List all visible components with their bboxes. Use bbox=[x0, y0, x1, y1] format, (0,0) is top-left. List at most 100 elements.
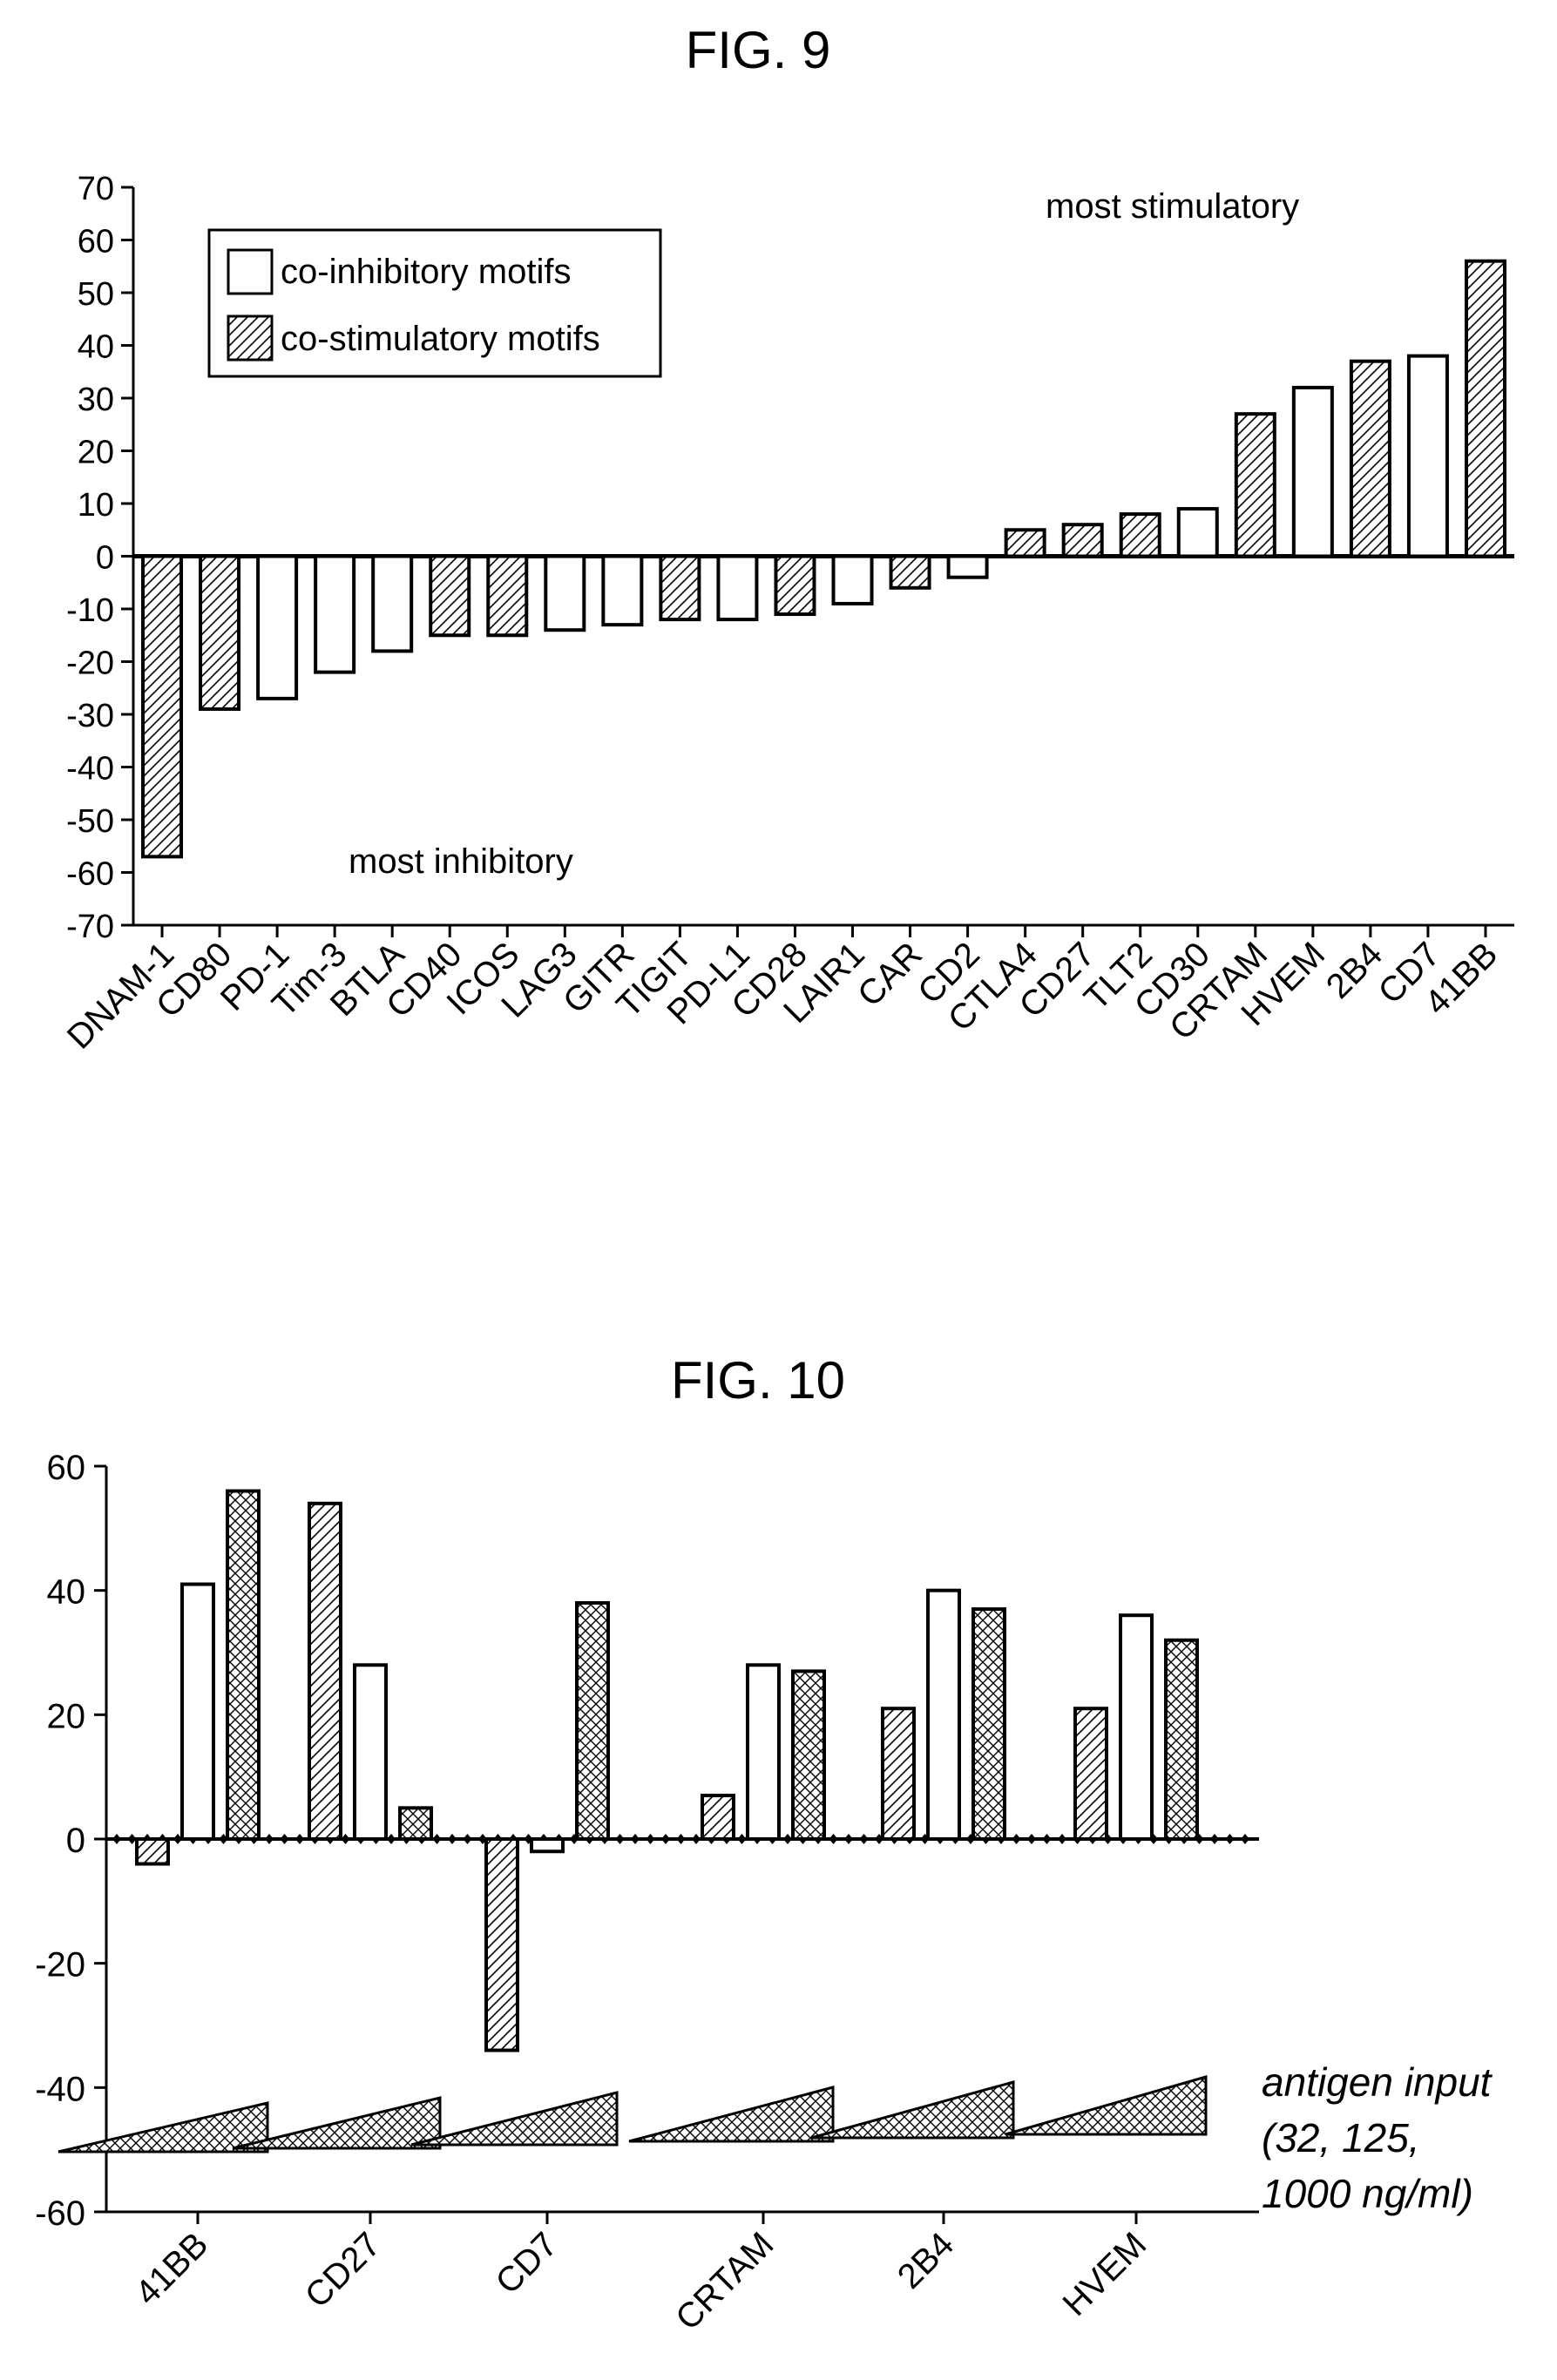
fig10-antigen-ramp bbox=[628, 2086, 835, 2143]
fig9-bars bbox=[141, 259, 1506, 859]
fig9-y-tick-label: -30 bbox=[66, 698, 114, 734]
fig10-zero-marker bbox=[173, 1834, 182, 1844]
fig9-bar-2b4 bbox=[1349, 359, 1391, 558]
fig9-y-tick-label: 60 bbox=[78, 224, 114, 260]
fig10-bar-cd7-3 bbox=[575, 1600, 610, 1842]
fig10-zero-marker bbox=[280, 1834, 289, 1844]
fig9-title: FIG. 9 bbox=[686, 21, 831, 79]
fig10-zero-marker bbox=[692, 1834, 701, 1844]
fig10-zero-marker bbox=[1225, 1834, 1235, 1844]
fig10-bar-41bb-1 bbox=[135, 1837, 170, 1866]
fig9-legend-swatch-inhibitory bbox=[227, 248, 274, 295]
fig10-bar-crtam-3 bbox=[791, 1669, 826, 1842]
fig10-zero-marker bbox=[463, 1834, 472, 1844]
fig9-bar-tim-3 bbox=[314, 554, 356, 674]
fig10-bar-cd27-2 bbox=[353, 1663, 388, 1842]
fig9-legend: co-inhibitory motifs co-stimulatory moti… bbox=[207, 228, 662, 378]
fig9-y-tick-label: -20 bbox=[66, 646, 114, 682]
fig9-y-tick-label: -40 bbox=[66, 751, 114, 788]
fig10-zero-marker bbox=[661, 1834, 670, 1844]
fig10-bar-41bb-3 bbox=[226, 1489, 261, 1841]
fig10-zero-marker bbox=[1058, 1834, 1066, 1844]
fig9-y-tick-label: 70 bbox=[78, 171, 114, 207]
fig10-antigen-ramp bbox=[410, 2091, 619, 2147]
fig10-y-tick-label: 40 bbox=[47, 1573, 86, 1612]
fig10-zero-marker bbox=[127, 1834, 137, 1844]
fig9-legend-swatch-stimulatory bbox=[227, 314, 274, 362]
fig10-zero-marker bbox=[737, 1834, 747, 1844]
fig9-bar-gitr bbox=[601, 554, 644, 627]
fig9-bar-car bbox=[889, 554, 931, 590]
fig10-antigen-ramp bbox=[1005, 2075, 1208, 2136]
fig10-antigen-triangles bbox=[58, 2075, 1208, 2153]
fig9-annotation-most-stimulatory: most stimulatory bbox=[1046, 187, 1299, 226]
fig10-zero-marker bbox=[631, 1834, 640, 1844]
fig10-bar-crtam-1 bbox=[701, 1794, 735, 1841]
fig9-bar-crtam bbox=[1234, 412, 1276, 558]
fig9-legend-label-stimulatory: co-stimulatory motifs bbox=[281, 320, 600, 358]
fig10-zero-marker bbox=[859, 1834, 869, 1844]
fig10-zero-marker bbox=[341, 1834, 350, 1844]
fig9-y-tick-label: -50 bbox=[66, 803, 114, 840]
fig10-bars bbox=[135, 1489, 1199, 2052]
fig10-antigen-ramp bbox=[232, 2096, 442, 2150]
fig10-bar-hvem-2 bbox=[1119, 1613, 1154, 1841]
fig10-zero-marker bbox=[646, 1834, 655, 1844]
fig10-x-tick-label: CD7 bbox=[489, 2225, 565, 2302]
fig10-y-tick-label: 60 bbox=[47, 1449, 86, 1487]
fig10-bar-cd27-1 bbox=[308, 1501, 342, 1842]
fig9-x-tick-label: 2B4 bbox=[1319, 935, 1390, 1005]
fig9-x-tick-label: CAR bbox=[850, 935, 930, 1014]
fig10-x-tick-labels: 41BB CD27 CD7 CRTAM 2B4 HVEM bbox=[128, 2225, 1154, 2337]
fig9-bar-41bb bbox=[1464, 259, 1506, 558]
fig9-y-tick-label: 30 bbox=[78, 382, 114, 418]
fig9-bar-pd-1 bbox=[256, 554, 299, 700]
fig10-zero-marker bbox=[676, 1834, 686, 1844]
fig10-annotation-line-3: 1000 ng/ml) bbox=[1262, 2171, 1473, 2216]
fig10-zero-marker bbox=[844, 1834, 853, 1844]
fig10-zero-marker bbox=[1241, 1834, 1249, 1844]
fig9-bar-btla bbox=[371, 554, 414, 653]
fig9-bar-tlt2 bbox=[1119, 512, 1161, 558]
fig9-bar-cd40 bbox=[429, 554, 471, 638]
fig10-zero-marker bbox=[1027, 1834, 1036, 1844]
fig10-bar-2b4-1 bbox=[881, 1707, 916, 1841]
fig9-y-tick-label: -10 bbox=[66, 592, 114, 629]
fig10-zero-marker bbox=[448, 1834, 457, 1844]
fig9-bar-cd80 bbox=[199, 554, 241, 711]
fig10-antigen-ramp bbox=[58, 2101, 269, 2153]
fig10-x-tick-label: CD27 bbox=[298, 2225, 388, 2315]
fig9-y-tick-label: 10 bbox=[78, 487, 114, 524]
fig10-y-tick-label: -20 bbox=[35, 1946, 85, 1984]
fig9-bar-tigit bbox=[659, 554, 701, 622]
fig9-bar-lag3 bbox=[544, 554, 586, 632]
fig9-chart: FIG. 9 70 60 50 40 30 20 10 0 -10 -20 -30 -40 -50 -60… bbox=[60, 21, 1514, 1057]
fig9-y-tick-label: 50 bbox=[78, 276, 114, 313]
fig10-antigen-ramp bbox=[810, 2080, 1015, 2140]
fig10-zero-marker bbox=[1210, 1834, 1219, 1844]
fig9-legend-box bbox=[207, 228, 662, 378]
fig9-bar-lair1 bbox=[831, 554, 874, 605]
fig10-title: FIG. 10 bbox=[671, 1351, 845, 1410]
fig10-x-tick-label: HVEM bbox=[1056, 2225, 1154, 2323]
fig9-x-tick-labels: DNAM-1CD80PD-1Tim-3BTLACD40ICOSLAG3GITRT… bbox=[60, 935, 1506, 1057]
fig9-bar-hvem bbox=[1291, 385, 1334, 558]
fig10-zero-marker bbox=[432, 1834, 442, 1844]
fig10-chart: FIG. 10 60 40 20 0 -20 -40 -60 41BB CD27 CD7 CRTA… bbox=[35, 1351, 1493, 2337]
fig10-bar-2b4-3 bbox=[971, 1607, 1006, 1841]
fig10-zero-marker bbox=[1012, 1834, 1021, 1844]
fig10-y-tick-label: -60 bbox=[35, 2194, 85, 2233]
fig10-zero-marker bbox=[265, 1834, 274, 1844]
fig9-bar-pd-l1 bbox=[716, 554, 759, 622]
fig10-annotation-line-1: antigen input bbox=[1262, 2059, 1493, 2105]
fig10-y-tick-label: 0 bbox=[66, 1822, 85, 1860]
fig10-zero-marker bbox=[295, 1834, 304, 1844]
fig9-y-tick-label: -60 bbox=[66, 856, 114, 893]
fig9-bar-cd27 bbox=[1061, 523, 1104, 558]
fig9-y-tick-label: -70 bbox=[66, 909, 114, 945]
fig10-zero-marker bbox=[387, 1834, 396, 1844]
fig10-bar-cd27-3 bbox=[398, 1806, 433, 1841]
fig9-annotation-most-inhibitory: most inhibitory bbox=[349, 842, 573, 881]
fig10-bar-2b4-2 bbox=[926, 1588, 961, 1841]
